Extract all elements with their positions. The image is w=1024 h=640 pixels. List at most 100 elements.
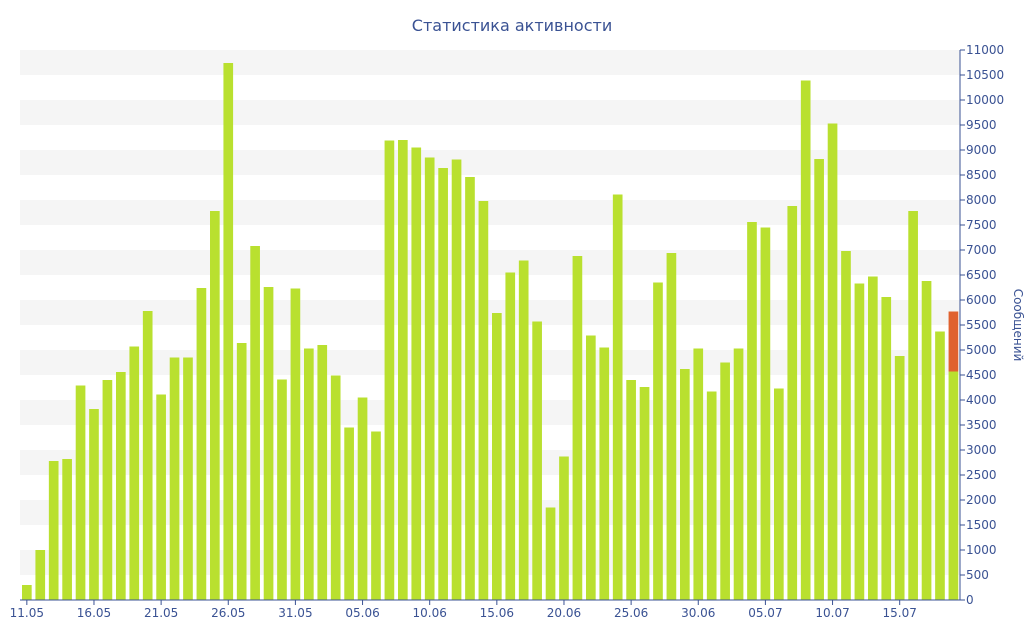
bar xyxy=(693,348,704,600)
bar xyxy=(532,321,542,600)
bar xyxy=(411,147,422,600)
bar xyxy=(747,222,757,600)
bar xyxy=(277,379,287,600)
bar xyxy=(236,343,247,600)
bar xyxy=(465,177,475,600)
bar xyxy=(492,313,502,600)
bar xyxy=(639,387,650,600)
bar-series xyxy=(22,63,959,600)
y-tick-label: 10000 xyxy=(966,93,1004,107)
bar xyxy=(881,297,892,600)
bar xyxy=(75,385,86,600)
bar xyxy=(800,80,811,600)
bar xyxy=(505,272,516,600)
bar xyxy=(666,253,677,600)
grid-band xyxy=(20,100,960,125)
y-tick-label: 8000 xyxy=(966,193,997,207)
x-tick-label: 15.07 xyxy=(883,606,917,620)
bar xyxy=(22,585,32,600)
grid-band xyxy=(20,50,960,75)
bar xyxy=(653,282,663,600)
bar xyxy=(116,372,126,600)
y-axis-title: Сообщений xyxy=(1011,289,1024,362)
bar xyxy=(827,123,838,600)
bar xyxy=(48,461,59,600)
bar xyxy=(894,356,905,600)
x-tick-label: 25.06 xyxy=(614,606,648,620)
bar xyxy=(518,260,529,600)
bar xyxy=(290,288,301,600)
bar xyxy=(854,283,865,600)
y-tick-label: 5000 xyxy=(966,343,997,357)
y-tick-label: 500 xyxy=(966,568,989,582)
bar xyxy=(357,397,368,600)
bar xyxy=(35,550,46,600)
bar xyxy=(680,369,690,600)
bar xyxy=(626,380,636,600)
bar xyxy=(787,206,798,600)
y-tick-label: 9000 xyxy=(966,143,997,157)
bar xyxy=(183,357,193,600)
x-tick-label: 31.05 xyxy=(278,606,312,620)
y-tick-label: 10500 xyxy=(966,68,1004,82)
bar xyxy=(142,311,153,600)
bar xyxy=(478,201,489,600)
y-tick-label: 3000 xyxy=(966,443,997,457)
x-tick-label: 05.06 xyxy=(345,606,379,620)
bar xyxy=(451,159,462,600)
bar xyxy=(774,388,784,600)
bar xyxy=(908,211,918,600)
bar xyxy=(438,168,448,600)
y-tick-label: 2500 xyxy=(966,468,997,482)
bar xyxy=(424,157,435,600)
y-tick-label: 0 xyxy=(966,593,974,607)
x-tick-label: 11.05 xyxy=(10,606,44,620)
bar xyxy=(706,391,717,600)
bar xyxy=(612,194,623,600)
y-tick-label: 6000 xyxy=(966,293,997,307)
bar xyxy=(263,287,274,600)
y-tick-label: 4000 xyxy=(966,393,997,407)
y-tick-label: 3500 xyxy=(966,418,997,432)
bar xyxy=(545,507,556,600)
bar xyxy=(868,276,878,600)
bar xyxy=(841,251,851,600)
bar xyxy=(572,256,583,600)
x-tick-label: 15.06 xyxy=(480,606,514,620)
x-tick-label: 26.05 xyxy=(211,606,245,620)
y-tick-label: 8500 xyxy=(966,168,997,182)
bar xyxy=(398,140,408,600)
y-tick-label: 7500 xyxy=(966,218,997,232)
bar xyxy=(586,335,596,600)
bar-highlight xyxy=(948,311,959,372)
bar xyxy=(102,380,113,600)
bar xyxy=(196,288,207,600)
bar xyxy=(223,63,234,600)
bar xyxy=(304,348,314,600)
bar xyxy=(599,347,610,600)
x-tick-label: 05.07 xyxy=(748,606,782,620)
bar xyxy=(330,375,341,600)
x-tick-label: 16.05 xyxy=(77,606,111,620)
bar xyxy=(814,159,824,600)
y-axis-ticks: 0 500 1000 1500 2000 2500 3000 3500 4000 4500 5000… xyxy=(960,43,1004,607)
x-tick-label: 20.06 xyxy=(547,606,581,620)
chart-title: Статистика активности xyxy=(412,16,612,35)
bar xyxy=(935,331,945,600)
x-tick-label: 10.07 xyxy=(815,606,849,620)
y-tick-label: 1500 xyxy=(966,518,997,532)
bar xyxy=(169,357,180,600)
y-tick-label: 5500 xyxy=(966,318,997,332)
bar xyxy=(210,211,220,600)
y-tick-label: 9500 xyxy=(966,118,997,132)
y-tick-label: 1000 xyxy=(966,543,997,557)
y-tick-label: 7000 xyxy=(966,243,997,257)
bar xyxy=(948,371,959,600)
bar xyxy=(89,409,99,600)
y-tick-label: 11000 xyxy=(966,43,1004,57)
bar xyxy=(760,227,771,600)
bar xyxy=(559,456,569,600)
y-tick-label: 2000 xyxy=(966,493,997,507)
